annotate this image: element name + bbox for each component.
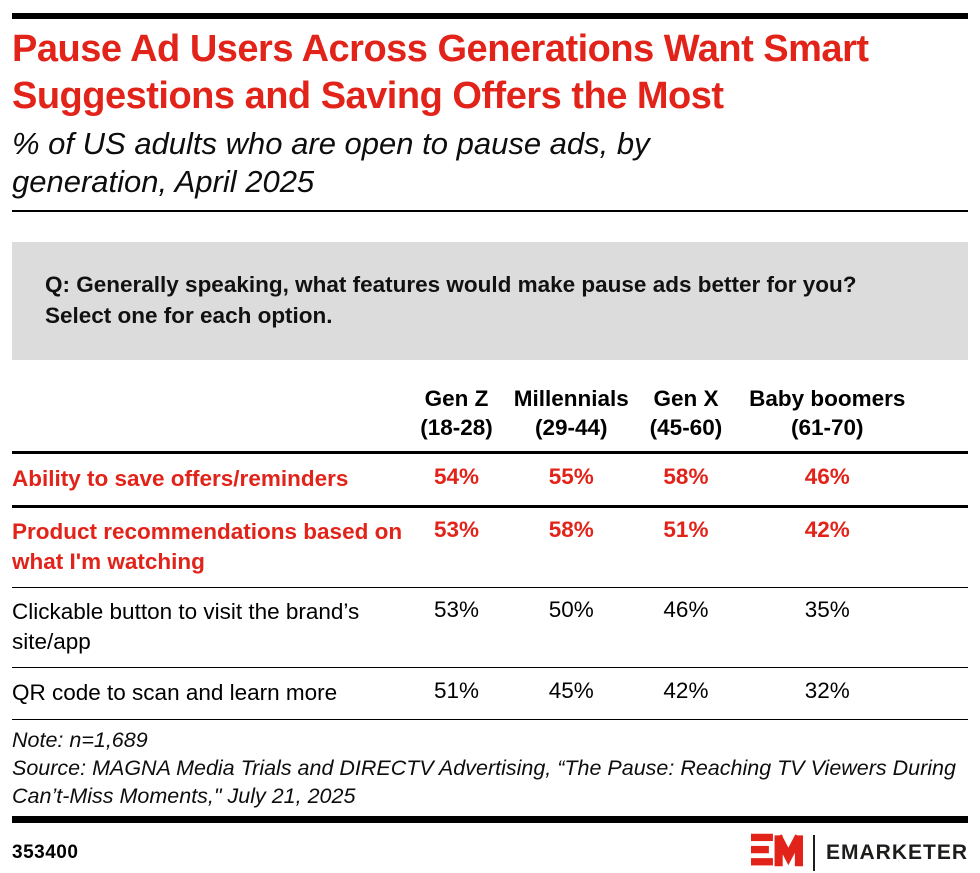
column-label: Millennials — [513, 386, 629, 411]
logo-divider — [812, 834, 815, 871]
row-label: Clickable button to visit the brand’s si… — [12, 587, 404, 668]
cell-value: 42% — [738, 506, 968, 588]
cell-value: 46% — [738, 452, 968, 508]
table-header-row: Gen Z (18-28) Millennials (29-44) Gen X … — [12, 384, 968, 454]
column-label: Gen Z — [424, 386, 489, 411]
footer: 353400 EMARKETER — [12, 832, 968, 873]
row-label: QR code to scan and learn more — [12, 667, 404, 720]
cell-value: 51% — [633, 506, 739, 588]
column-label: Gen X — [653, 386, 719, 411]
source-text: Source: MAGNA Media Trials and DIRECTV A… — [12, 756, 956, 808]
row-label: Ability to save offers/reminders — [12, 452, 404, 508]
column-header-gen-x: Gen X (45-60) — [633, 384, 739, 454]
column-header-empty — [12, 384, 404, 454]
cell-value: 58% — [509, 506, 634, 588]
column-header-gen-z: Gen Z (18-28) — [403, 384, 510, 454]
column-header-millennials: Millennials (29-44) — [509, 384, 634, 454]
cell-value: 35% — [738, 587, 968, 668]
page-title: Pause Ad Users Across Generations Want S… — [12, 28, 869, 117]
cell-value: 42% — [633, 667, 739, 720]
cell-value: 51% — [403, 667, 510, 720]
survey-question-text: Q: Generally speaking, what features wou… — [45, 272, 857, 328]
note-text: Note: n=1,689 — [12, 728, 148, 752]
cell-value: 50% — [509, 587, 634, 668]
top-rule-bar — [12, 13, 968, 19]
column-header-baby-boomers: Baby boomers (61-70) — [738, 384, 968, 454]
column-range: (45-60) — [649, 415, 723, 440]
em-mark-icon — [750, 832, 803, 873]
chart-page: Pause Ad Users Across Generations Want S… — [0, 13, 980, 873]
cell-value: 55% — [509, 452, 634, 508]
cell-value: 32% — [738, 667, 968, 720]
table-row-save-offers: Ability to save offers/reminders 54% 55%… — [12, 452, 968, 508]
table-row-clickable-button: Clickable button to visit the brand’s si… — [12, 587, 968, 668]
emarketer-logo: EMARKETER — [750, 832, 968, 873]
table-row-qr-code: QR code to scan and learn more 51% 45% 4… — [12, 667, 968, 720]
row-label: Product recommendations based on what I'… — [12, 506, 404, 588]
column-label: Baby boomers — [749, 386, 906, 411]
page-subtitle: % of US adults who are open to pause ads… — [12, 126, 650, 199]
cell-value: 46% — [633, 587, 739, 668]
survey-question-box: Q: Generally speaking, what features wou… — [12, 242, 968, 360]
results-table: Gen Z (18-28) Millennials (29-44) Gen X … — [12, 384, 968, 720]
cell-value: 53% — [403, 506, 510, 588]
table-row-product-recommendations: Product recommendations based on what I'… — [12, 506, 968, 588]
bottom-rule-bar — [12, 816, 968, 823]
column-range: (18-28) — [420, 415, 493, 440]
column-range: (61-70) — [790, 415, 864, 440]
brand-name: EMARKETER — [825, 840, 968, 864]
cell-value: 53% — [403, 587, 510, 668]
cell-value: 45% — [509, 667, 634, 720]
cell-value: 54% — [403, 452, 510, 508]
chart-id: 353400 — [12, 841, 79, 863]
column-range: (29-44) — [534, 415, 608, 440]
cell-value: 58% — [633, 452, 739, 508]
subtitle-divider — [12, 210, 968, 212]
